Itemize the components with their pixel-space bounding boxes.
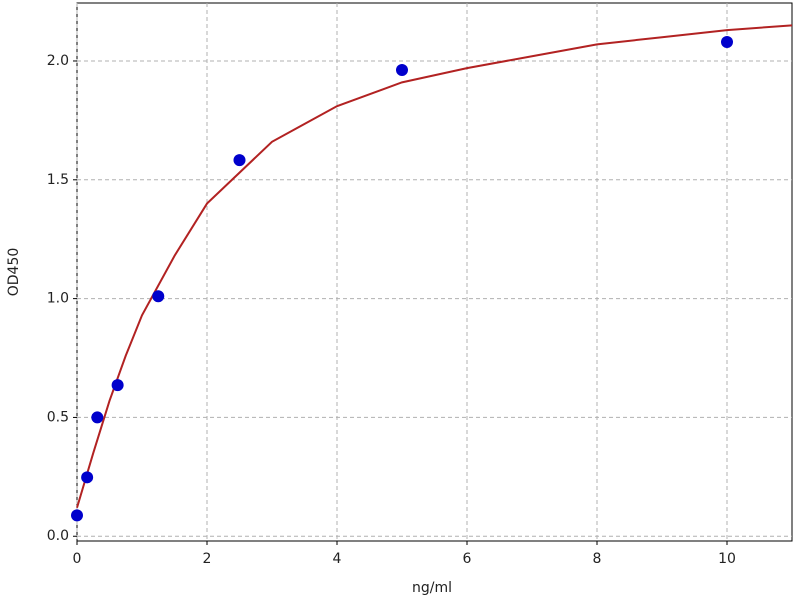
y-tick-label: 1.0	[47, 291, 69, 307]
data-point	[81, 471, 94, 484]
data-point	[396, 64, 408, 77]
fit-curve	[76, 24, 793, 509]
y-tick-label: 2.0	[47, 53, 69, 69]
data-point	[152, 290, 165, 303]
x-tick-label: 6	[463, 551, 472, 567]
plot-frame	[76, 2, 793, 542]
y-tick-label: 0.0	[47, 528, 69, 544]
x-tick-label: 0	[73, 551, 82, 567]
data-point	[233, 154, 246, 167]
x-tick-label: 4	[333, 551, 342, 567]
y-tick-label: 0.5	[47, 409, 69, 425]
data-point	[91, 411, 104, 424]
data-point	[71, 509, 83, 522]
x-tick-label: 2	[203, 551, 212, 567]
x-tick-label: 10	[718, 551, 736, 567]
x-tick-label: 8	[593, 551, 602, 567]
y-tick-label: 1.5	[47, 172, 69, 188]
data-point	[721, 35, 733, 48]
x-axis-label: ng/ml	[412, 580, 452, 596]
y-axis-label: OD450	[6, 248, 22, 297]
data-point	[111, 379, 124, 392]
